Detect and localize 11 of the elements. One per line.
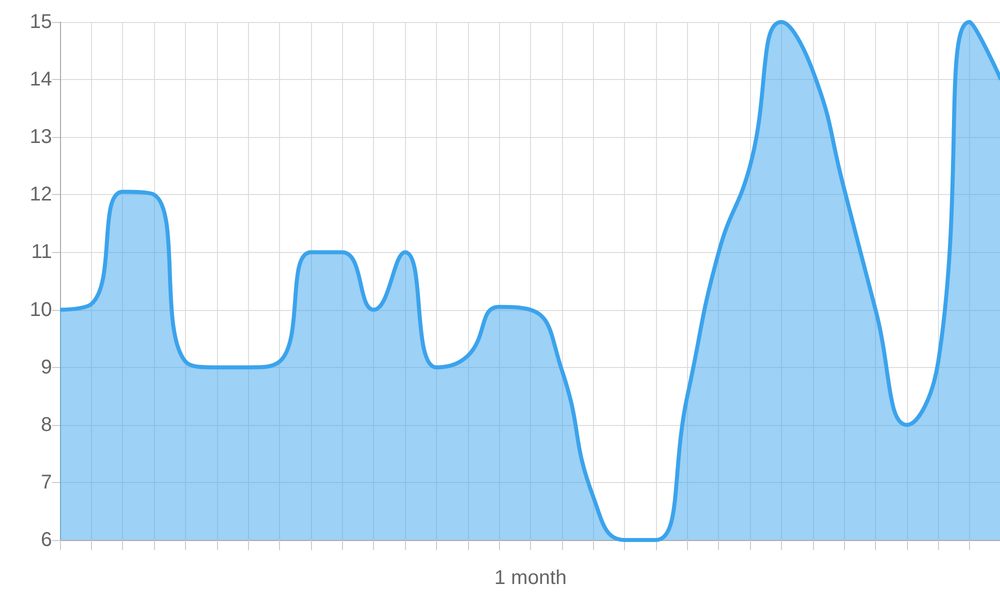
y-tick-label: 7: [40, 471, 52, 494]
y-tick-label: 6: [40, 529, 52, 551]
y-tick-label: 13: [30, 126, 52, 148]
y-tick-label: 15: [30, 11, 52, 33]
y-tick-label: 12: [30, 184, 52, 206]
y-tick-label: 10: [30, 298, 52, 321]
y-tick-label: 9: [40, 356, 52, 378]
y-tick-label: 14: [30, 68, 52, 91]
y-tick-label: 8: [40, 414, 52, 436]
y-tick-label: 11: [31, 241, 52, 264]
x-axis-title: 1 month: [494, 567, 567, 589]
